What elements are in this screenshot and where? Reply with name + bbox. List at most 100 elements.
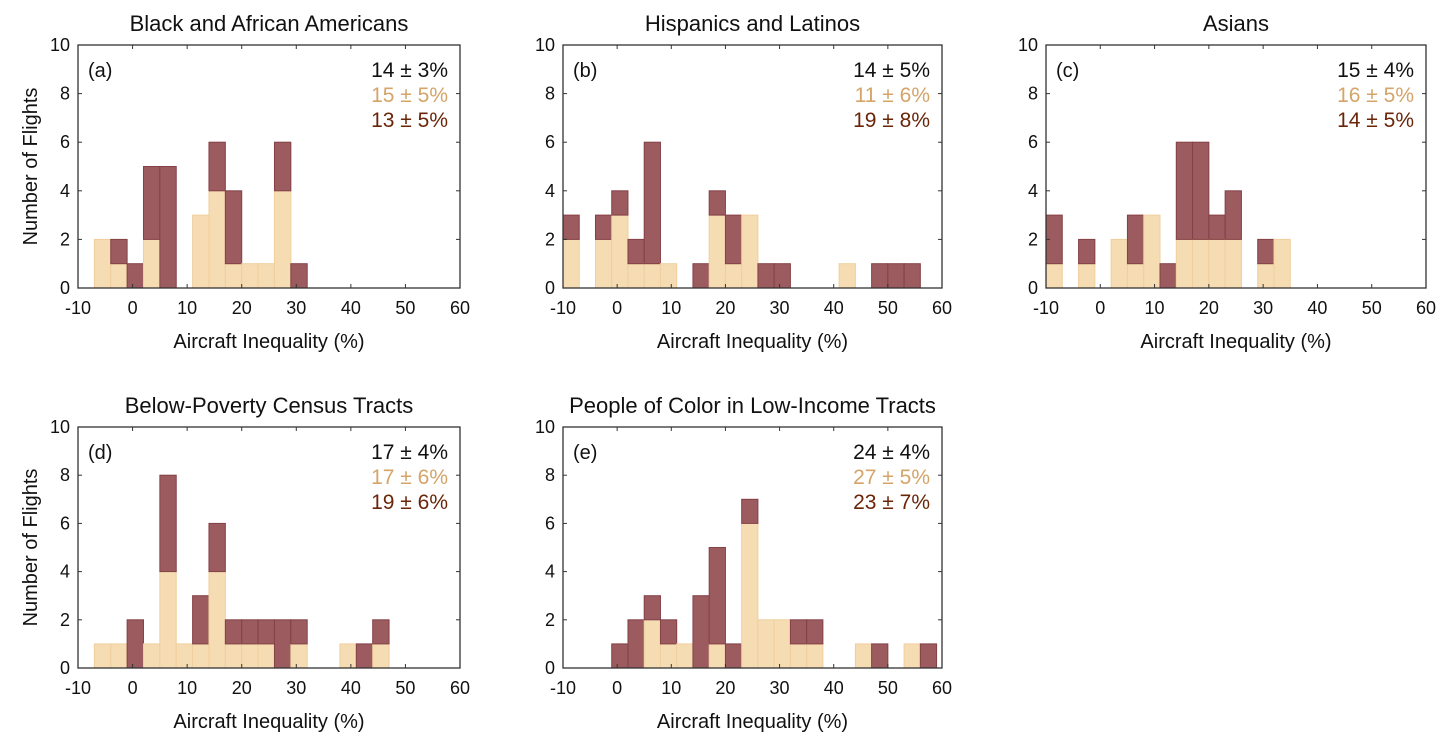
stat-tan: 15 ± 5% [371,84,448,107]
bar-tan [854,643,873,669]
bar-tan [339,643,357,669]
bar-tan [838,263,856,289]
bar-brown [159,474,177,573]
stat-brown: 23 ± 7% [853,491,930,514]
stat-all: 14 ± 5% [853,59,930,82]
bar-brown [757,263,775,289]
bar-tan [241,263,259,289]
bar-tan [1078,263,1096,289]
y-tick-label: 0 [1028,278,1038,298]
x-tick-label: 50 [878,678,898,698]
bar-tan [257,643,275,669]
bar-tan [741,214,759,289]
axes-box [1045,44,1427,289]
y-tick-label: 2 [60,229,70,249]
panel-title: Black and African Americans [130,11,409,36]
y-tick-label: 6 [60,513,70,533]
axes-box [562,426,943,669]
bar-brown [372,619,390,645]
x-tick-label: 30 [286,298,306,318]
bar-brown [159,166,177,289]
x-tick-label: -10 [65,678,91,698]
bar-brown [355,643,374,669]
bar-tan [224,643,243,669]
bar-tan [208,571,226,669]
stat-brown: 19 ± 8% [853,109,930,132]
x-tick-label: 10 [661,678,681,698]
x-tick-label: 10 [661,298,681,318]
bar-tan [643,619,661,669]
panel-label: (b) [573,60,597,82]
bar-brown [692,263,710,289]
x-tick-label: 60 [450,678,470,698]
x-tick-label: 0 [612,678,622,698]
stat-all: 24 ± 4% [853,441,930,464]
stat-brown: 13 ± 5% [371,109,448,132]
x-tick-label: 30 [286,678,306,698]
bar-brown [806,619,824,645]
bar-brown [789,619,808,645]
y-tick-label: 8 [1028,84,1038,104]
bar-tan [708,214,726,289]
stat-all: 14 ± 3% [371,59,448,82]
bar-brown [208,522,226,573]
bar-tan [1045,263,1063,289]
bar-brown [627,619,645,669]
bar-brown [741,498,759,524]
axes-box [562,44,943,289]
stat-all: 17 ± 4% [371,441,448,464]
bar-tan [93,238,112,289]
bar-tan [659,263,678,289]
bar-tan [643,263,661,289]
bar-tan [1192,238,1210,289]
panel-label: (c) [1056,60,1079,82]
x-tick-label: 40 [341,678,361,698]
bar-tan [1143,214,1161,289]
y-tick-label: 4 [1028,181,1038,201]
bar-tan [757,619,775,669]
bar-brown [241,619,259,645]
bar-brown [224,619,243,645]
bar-brown [887,263,905,289]
bar-tan [903,643,921,669]
panel-title: People of Color in Low-Income Tracts [569,393,936,418]
bar-tan [1273,238,1291,289]
bar-brown [611,643,629,669]
y-tick-label: 10 [535,35,555,55]
x-tick-label: -10 [550,678,576,698]
x-tick-label: 40 [341,298,361,318]
stat-tan: 11 ± 6% [855,84,930,107]
bar-brown [273,141,292,192]
bar-brown [126,263,144,289]
bar-tan [290,643,308,669]
x-tick-label: 60 [1416,298,1436,318]
bar-tan [789,643,808,669]
y-tick-label: 10 [50,417,70,437]
bar-tan [1224,238,1242,289]
bar-brown [708,547,726,645]
x-tick-label: 40 [824,678,844,698]
x-tick-label: 50 [878,298,898,318]
bar-tan [773,619,791,669]
bar-tan [611,214,629,289]
panel-label: (d) [88,442,112,464]
y-tick-label: 8 [60,84,70,104]
panel-title: Below-Poverty Census Tracts [125,393,414,418]
bar-brown [1208,214,1226,240]
bar-brown [192,595,210,645]
y-tick-label: 8 [60,465,70,485]
bar-brown [1175,141,1194,240]
bar-tan [192,214,210,289]
x-axis-label: Aircraft Inequality (%) [1140,331,1331,353]
x-tick-label: 0 [612,298,622,318]
x-tick-label: 60 [932,678,952,698]
stat-tan: 16 ± 5% [1337,84,1414,107]
bar-brown [290,263,308,289]
x-tick-label: -10 [65,298,91,318]
x-tick-label: 0 [1095,298,1105,318]
